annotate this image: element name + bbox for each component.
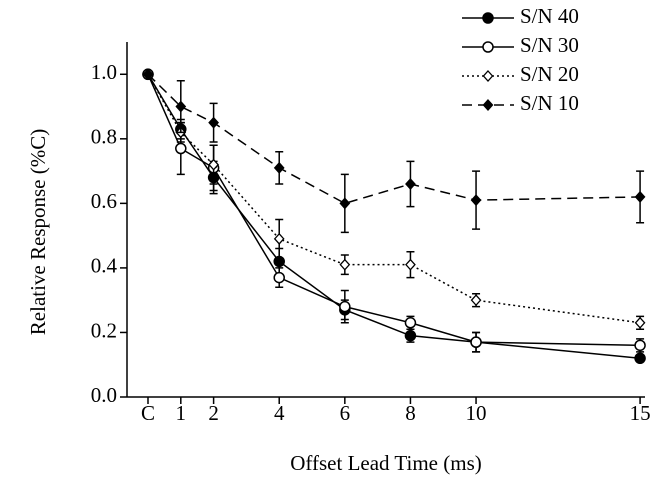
- x-tick-label: 2: [208, 401, 219, 425]
- point: [405, 178, 416, 190]
- legend-marker: [482, 12, 494, 24]
- legend-label: S/N 30: [520, 33, 579, 57]
- series-line: [147, 73, 641, 347]
- point: [339, 258, 351, 271]
- point: [273, 161, 285, 174]
- point: [208, 158, 219, 171]
- y-tick-label: 0.2: [91, 318, 117, 342]
- legend-marker: [482, 70, 494, 82]
- x-axis-label: Offset Lead Time (ms): [290, 451, 482, 475]
- point: [175, 142, 187, 155]
- point: [142, 68, 154, 81]
- point: [634, 316, 646, 329]
- point: [175, 100, 187, 113]
- x-tick-label: C: [141, 401, 155, 425]
- x-tick-label: 8: [405, 401, 416, 425]
- x-tick-label: 1: [176, 401, 187, 425]
- y-tick-label: 0.4: [91, 254, 118, 278]
- y-axis-label: Relative Response (%C): [26, 129, 50, 335]
- legend-marker: [482, 99, 494, 111]
- point: [470, 294, 482, 307]
- point: [339, 197, 351, 210]
- point: [405, 258, 416, 271]
- y-tick-label: 1.0: [91, 60, 117, 84]
- point: [404, 317, 417, 329]
- point: [404, 329, 417, 342]
- point: [339, 300, 351, 313]
- point: [470, 336, 482, 348]
- x-tick-label: 15: [630, 401, 651, 425]
- x-tick-label: 10: [466, 401, 487, 425]
- series-line: [147, 73, 641, 360]
- point: [208, 116, 219, 129]
- y-tick-label: 0.8: [91, 125, 117, 149]
- point: [273, 232, 285, 245]
- point: [634, 352, 646, 365]
- x-tick-label: 6: [340, 401, 351, 425]
- point: [273, 271, 285, 284]
- x-tick-label: 4: [274, 401, 285, 425]
- legend-label: S/N 40: [520, 4, 579, 28]
- point: [470, 194, 482, 207]
- y-tick-label: 0.0: [91, 383, 117, 407]
- legend-label: S/N 20: [520, 62, 579, 86]
- y-tick-label: 0.6: [91, 189, 117, 213]
- point: [634, 339, 646, 352]
- series-line: [147, 73, 641, 205]
- series-line: [147, 73, 641, 324]
- legend-marker: [482, 41, 494, 53]
- point: [634, 190, 646, 203]
- legend-label: S/N 10: [520, 91, 579, 115]
